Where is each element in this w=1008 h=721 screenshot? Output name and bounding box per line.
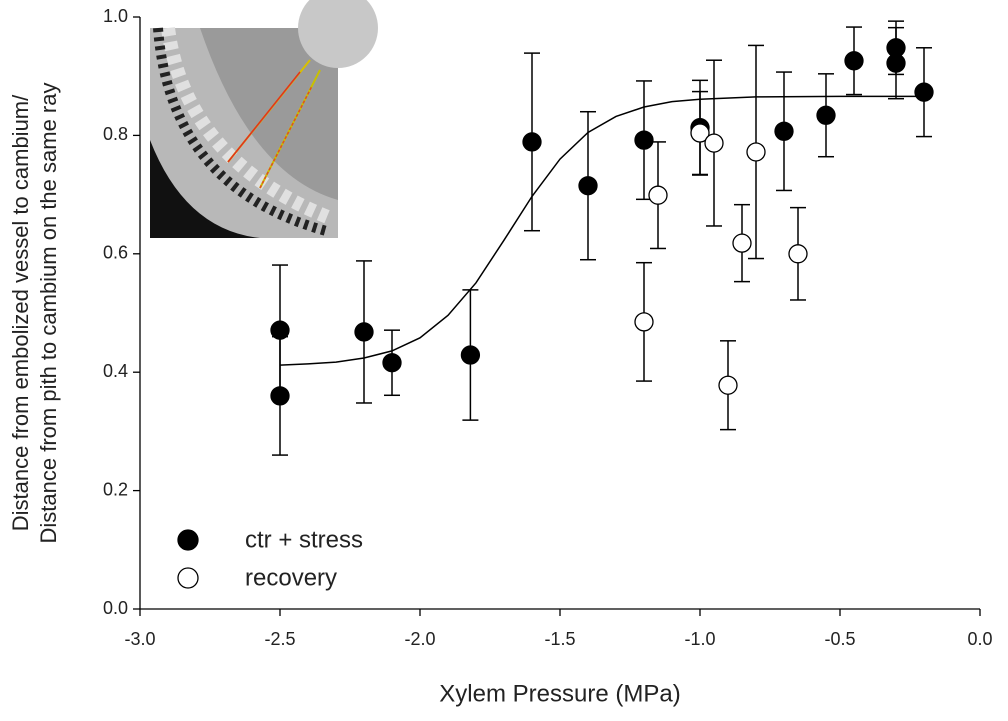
y-axis-label: Distance from embolized vessel to cambiu… <box>8 83 61 544</box>
legend-marker <box>177 567 199 589</box>
x-tick-label: -1.0 <box>684 629 715 649</box>
marker <box>704 133 724 153</box>
y-tick-label: 0.2 <box>103 479 128 499</box>
marker <box>844 51 864 71</box>
x-tick-label: -1.5 <box>544 629 575 649</box>
marker <box>914 82 934 102</box>
legend-marker <box>177 529 199 551</box>
marker <box>634 130 654 150</box>
y-axis-label-line: Distance from embolized vessel to cambiu… <box>8 94 33 531</box>
marker <box>648 185 668 205</box>
y-tick-label: 0.6 <box>103 243 128 263</box>
inset-image <box>150 0 378 238</box>
marker <box>354 322 374 342</box>
x-tick-label: -3.0 <box>124 629 155 649</box>
y-axis-label-line: Distance from pith to cambium on the sam… <box>36 83 61 544</box>
marker <box>718 375 738 395</box>
y-tick-label: 0.0 <box>103 598 128 618</box>
marker <box>816 105 836 125</box>
marker <box>886 53 906 73</box>
x-axis-label: Xylem Pressure (MPa) <box>439 680 680 707</box>
x-tick-label: -2.0 <box>404 629 435 649</box>
y-tick-label: 0.8 <box>103 124 128 144</box>
y-tick-label: 0.4 <box>103 361 128 381</box>
fit-line <box>279 95 924 366</box>
legend-label: ctr + stress <box>245 526 363 553</box>
x-tick-label: 0.0 <box>967 629 992 649</box>
marker <box>732 233 752 253</box>
marker <box>788 244 808 264</box>
marker <box>522 132 542 152</box>
marker <box>690 123 710 143</box>
x-tick-label: -0.5 <box>824 629 855 649</box>
marker <box>460 345 481 365</box>
marker <box>774 121 794 141</box>
marker <box>746 142 766 162</box>
legend-label: recovery <box>245 564 337 591</box>
marker <box>270 320 290 340</box>
marker <box>578 176 598 196</box>
marker <box>634 312 654 332</box>
marker <box>270 386 290 406</box>
y-tick-label: 1.0 <box>103 6 128 26</box>
marker <box>382 353 402 373</box>
x-tick-label: -2.5 <box>264 629 295 649</box>
